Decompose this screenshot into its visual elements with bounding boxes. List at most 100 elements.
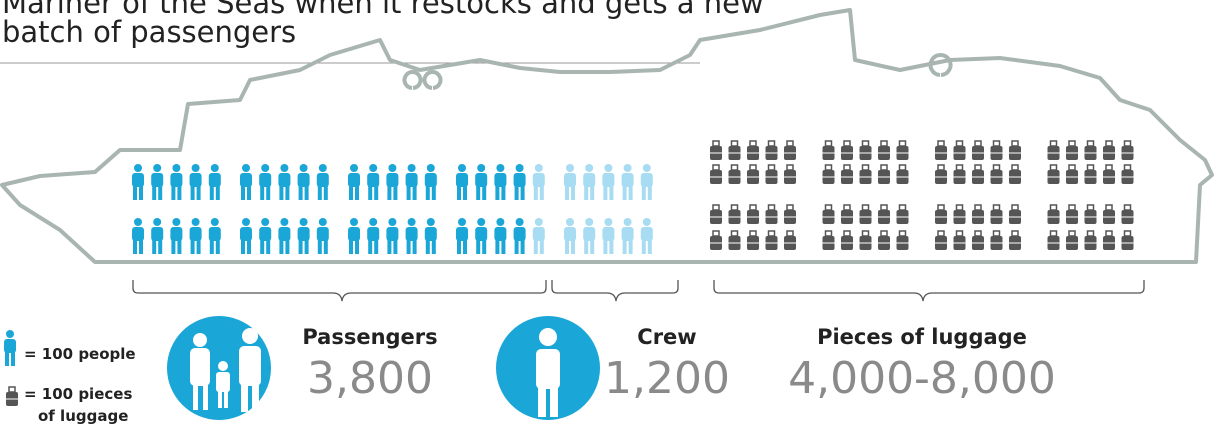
- luggage-icon: [954, 231, 966, 250]
- luggage-icon: [729, 205, 741, 224]
- luggage-icon: [729, 165, 741, 184]
- luggage-icon: [954, 165, 966, 184]
- person-icon: [4, 330, 16, 366]
- luggage-icon: [1066, 141, 1078, 160]
- luggage-icon: [991, 141, 1003, 160]
- luggage-icon: [747, 141, 759, 160]
- luggage-icon: [860, 205, 872, 224]
- luggage-icon: [729, 231, 741, 250]
- person-icon: [622, 218, 634, 254]
- person-icon: [564, 218, 576, 254]
- person-icon: [259, 218, 271, 254]
- person-icon: [298, 218, 310, 254]
- luggage-icon: [972, 141, 984, 160]
- person-icon: [425, 218, 437, 254]
- luggage-icon: [897, 205, 909, 224]
- luggage-icon: [1085, 165, 1097, 184]
- luggage-icon: [784, 165, 796, 184]
- person-icon: [641, 218, 653, 254]
- legend-text: = 100 pieces: [24, 385, 132, 403]
- person-icon: [456, 218, 468, 254]
- luggage-icon: [1103, 205, 1115, 224]
- legend-text: = 100 people: [24, 345, 136, 363]
- person-icon: [348, 164, 360, 200]
- luggage-icon: [897, 165, 909, 184]
- person-icon: [151, 218, 163, 254]
- luggage-icon: [1066, 231, 1078, 250]
- luggage-icon: [1009, 205, 1021, 224]
- luggage-icon: [1122, 231, 1134, 250]
- luggage-icon: [935, 165, 947, 184]
- luggage-icon: [935, 205, 947, 224]
- title-line-2: batch of passengers: [2, 15, 296, 49]
- person-icon: [514, 164, 526, 200]
- bracket: [714, 280, 1144, 301]
- luggage-icon: [1122, 205, 1134, 224]
- luggage-icon: [897, 141, 909, 160]
- person-icon: [317, 164, 329, 200]
- person-icon: [494, 164, 506, 200]
- luggage-icon: [954, 141, 966, 160]
- luggage-icon: [991, 165, 1003, 184]
- person-icon: [386, 164, 398, 200]
- person-icon: [278, 218, 290, 254]
- luggage-icon: [878, 165, 890, 184]
- luggage-icon: [1048, 205, 1060, 224]
- person-icon: [622, 164, 634, 200]
- person-icon: [209, 164, 221, 200]
- group-label: Crew: [637, 325, 696, 349]
- luggage-icon: [1009, 141, 1021, 160]
- person-icon: [298, 164, 310, 200]
- person-icon: [583, 164, 595, 200]
- person-icon: [170, 218, 182, 254]
- luggage-icon: [972, 231, 984, 250]
- luggage-icon: [1122, 141, 1134, 160]
- person-icon: [475, 218, 487, 254]
- luggage-icon: [784, 231, 796, 250]
- infographic: Mariner of the Seas when it restocks and…: [0, 0, 1218, 429]
- person-icon: [170, 164, 182, 200]
- luggage-icon: [747, 205, 759, 224]
- person-icon: [240, 164, 252, 200]
- group-value: 4,000-8,000: [788, 353, 1056, 404]
- luggage-icon: [766, 141, 778, 160]
- luggage-icon: [1122, 165, 1134, 184]
- luggage-icon: [1085, 231, 1097, 250]
- luggage-icon: [784, 205, 796, 224]
- luggage-icon: [841, 231, 853, 250]
- luggage-icon: [823, 205, 835, 224]
- person-icon: [132, 218, 144, 254]
- person-icon: [602, 164, 614, 200]
- luggage-icon: [935, 141, 947, 160]
- luggage-icon: [1009, 231, 1021, 250]
- luggage-icon: [860, 231, 872, 250]
- person-icon: [602, 218, 614, 254]
- person-icon: [641, 164, 653, 200]
- person-icon: [456, 164, 468, 200]
- person-icon: [190, 218, 202, 254]
- luggage-icon: [991, 231, 1003, 250]
- luggage-icon: [1085, 205, 1097, 224]
- luggage-icon: [1066, 205, 1078, 224]
- luggage-icon: [1103, 141, 1115, 160]
- luggage-icon: [935, 231, 947, 250]
- luggage-icon: [710, 231, 722, 250]
- person-icon: [190, 164, 202, 200]
- person-icon: [514, 218, 526, 254]
- luggage-icon: [823, 141, 835, 160]
- person-icon: [348, 218, 360, 254]
- group-label: Passengers: [302, 325, 437, 349]
- group-label: Pieces of luggage: [817, 325, 1027, 349]
- person-icon: [533, 218, 545, 254]
- luggage-icon: [878, 231, 890, 250]
- luggage-icon: [747, 165, 759, 184]
- person-icon: [209, 218, 221, 254]
- luggage-icon: [878, 205, 890, 224]
- person-icon: [406, 164, 418, 200]
- luggage-icon: [841, 141, 853, 160]
- luggage-icon: [1048, 231, 1060, 250]
- person-icon: [406, 218, 418, 254]
- luggage-icon: [1085, 141, 1097, 160]
- luggage-icon: [710, 165, 722, 184]
- person-icon: [132, 164, 144, 200]
